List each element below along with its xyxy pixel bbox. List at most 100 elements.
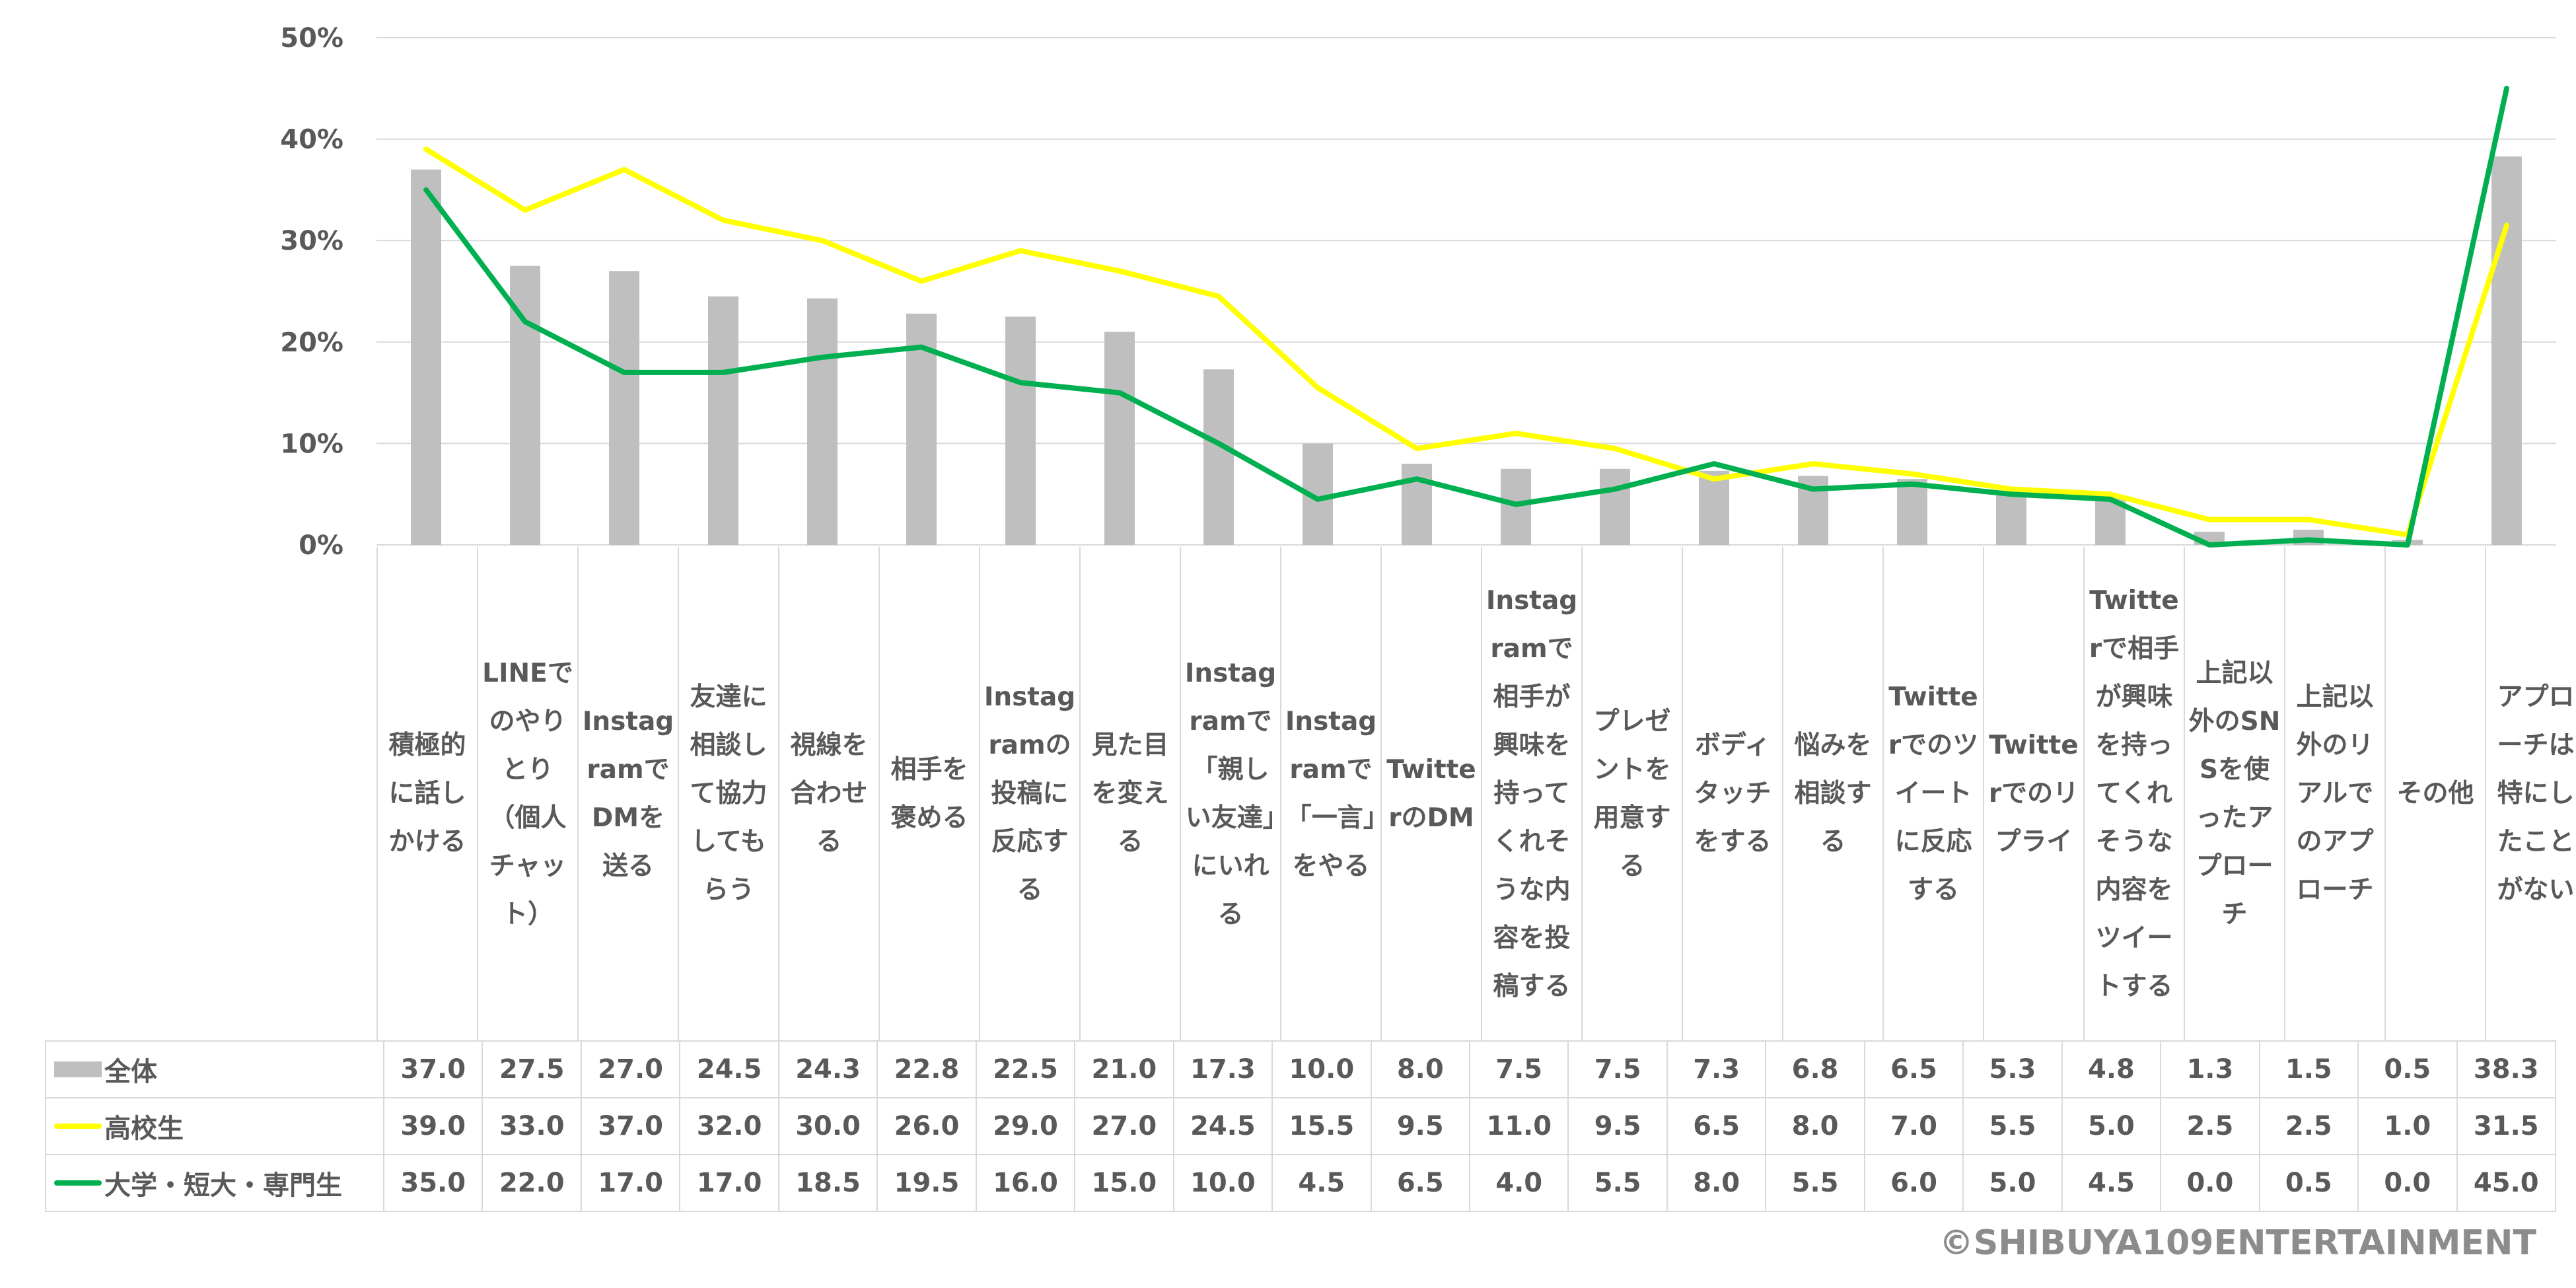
data-label: 5.5 xyxy=(1765,1154,1865,1212)
data-label: 0.0 xyxy=(2357,1154,2458,1212)
legend-label: 大学・短大・専門生 xyxy=(104,1170,342,1201)
bar-series-all xyxy=(411,156,2522,545)
category-label: Twitterでのツイートに反応する xyxy=(1888,682,1979,905)
data-label: 5.0 xyxy=(1962,1154,2063,1212)
category-label: Instagramで相手が興味を持ってくれそうな内容を投稿する xyxy=(1485,586,1578,1001)
data-label: 27.5 xyxy=(482,1040,582,1098)
category-label: プレゼントを用意する xyxy=(1593,706,1671,881)
legend-swatch xyxy=(54,1180,102,1186)
bar-all xyxy=(2491,156,2522,545)
category-cell: 見た目を変える xyxy=(1081,547,1181,1040)
y-axis: 0% 10% 20% 30% 40% 50% xyxy=(280,23,343,555)
bar-all xyxy=(807,298,838,545)
data-label: 15.0 xyxy=(1074,1154,1174,1212)
category-label: Instagramの投稿に反応する xyxy=(984,682,1076,905)
data-label: 4.5 xyxy=(2061,1154,2162,1212)
category-cell: 視線を合わせる xyxy=(779,547,880,1040)
data-label: 1.3 xyxy=(2160,1040,2260,1098)
bar-all xyxy=(1402,464,1432,545)
data-label: 33.0 xyxy=(482,1097,582,1155)
category-cell: 積極的に話しかける xyxy=(378,547,478,1040)
y-tick-label: 0% xyxy=(299,530,343,555)
data-label: 18.5 xyxy=(777,1154,878,1212)
data-label: 39.0 xyxy=(382,1097,483,1155)
legend-entry: 高校生 xyxy=(45,1097,384,1155)
category-label: 視線を合わせる xyxy=(790,731,868,857)
data-label: 5.0 xyxy=(2061,1097,2162,1155)
category-cell: 相手を褒める xyxy=(880,547,980,1040)
category-label: LINEでのやりとり（個人チャット） xyxy=(482,658,573,929)
data-label: 21.0 xyxy=(1074,1040,1174,1098)
data-label: 17.3 xyxy=(1172,1040,1273,1098)
category-cell: TwitterのDM xyxy=(1382,547,1482,1040)
line-high-school xyxy=(423,146,2509,538)
data-label: 35.0 xyxy=(382,1154,483,1212)
category-cell: Instagramで「親しい友達」にいれる xyxy=(1181,547,1281,1040)
data-label: 37.0 xyxy=(382,1040,483,1098)
category-cell: 悩みを相談する xyxy=(1783,547,1884,1040)
data-label: 7.5 xyxy=(1468,1040,1569,1098)
category-cell: プレゼントを用意する xyxy=(1583,547,1683,1040)
data-label: 37.0 xyxy=(580,1097,681,1155)
category-cell: 上記以外のSNSを使ったアプローチ xyxy=(2185,547,2285,1040)
data-label: 8.0 xyxy=(1765,1097,1865,1155)
data-label: 9.5 xyxy=(1567,1097,1668,1155)
data-label: 31.5 xyxy=(2456,1097,2557,1155)
category-label: 見た目を変える xyxy=(1091,731,1169,857)
data-label: 15.5 xyxy=(1271,1097,1372,1155)
data-label: 1.0 xyxy=(2357,1097,2458,1155)
legend-label: 全体 xyxy=(104,1057,157,1087)
data-label: 2.5 xyxy=(2258,1097,2359,1155)
data-label: 7.5 xyxy=(1567,1040,1668,1098)
bar-all xyxy=(1104,332,1135,545)
category-cell: その他 xyxy=(2386,547,2486,1040)
data-label: 26.0 xyxy=(877,1097,977,1155)
category-cell: アプローチは特にしたことがない xyxy=(2486,547,2576,1040)
data-label: 45.0 xyxy=(2456,1154,2557,1212)
category-cell: Instagramで「一言」をやる xyxy=(1281,547,1382,1040)
category-label: 悩みを相談する xyxy=(1794,731,1872,857)
category-label: Twitterで相手が興味を持ってくれそうな内容をツイートする xyxy=(2089,586,2180,1001)
y-tick-label: 30% xyxy=(280,226,343,256)
category-label: 相手を褒める xyxy=(890,754,968,833)
y-tick-label: 40% xyxy=(280,125,343,155)
data-label: 29.0 xyxy=(975,1097,1076,1155)
data-label: 6.5 xyxy=(1370,1154,1470,1212)
data-label: 27.0 xyxy=(1074,1097,1174,1155)
category-cell: ボディタッチをする xyxy=(1683,547,1783,1040)
data-label: 24.5 xyxy=(1172,1097,1273,1155)
legend-entry: 全体 xyxy=(45,1040,384,1098)
data-label: 22.0 xyxy=(482,1154,582,1212)
data-label: 0.0 xyxy=(2160,1154,2260,1212)
data-label: 27.0 xyxy=(580,1040,681,1098)
data-label: 6.0 xyxy=(1863,1154,1964,1212)
category-label: アプローチは特にしたことがない xyxy=(2497,682,2575,905)
bar-all xyxy=(1699,470,1729,545)
legend-swatch xyxy=(54,1124,102,1129)
category-cell: 友達に相談して協力してもらう xyxy=(679,547,779,1040)
data-label: 30.0 xyxy=(777,1097,878,1155)
data-label: 8.0 xyxy=(1370,1040,1470,1098)
category-label: 上記以外のSNSを使ったアプローチ xyxy=(2188,658,2281,929)
data-label: 24.3 xyxy=(777,1040,878,1098)
category-label: その他 xyxy=(2396,779,2474,808)
data-label: 10.0 xyxy=(1172,1154,1273,1212)
chart-plot: 0% 10% 20% 30% 40% 50% xyxy=(280,23,2556,555)
bar-all xyxy=(609,271,639,545)
data-label: 38.3 xyxy=(2456,1040,2557,1098)
y-tick-label: 10% xyxy=(280,429,343,459)
copyright-text: ©SHIBUYA109ENTERTAINMENT xyxy=(1939,1223,2536,1263)
legend-swatch xyxy=(54,1061,102,1077)
data-label: 17.0 xyxy=(679,1154,779,1212)
category-label: InstagramでDMを送る xyxy=(582,706,674,881)
data-label: 7.3 xyxy=(1666,1040,1767,1098)
data-label: 4.0 xyxy=(1468,1154,1569,1212)
legend-entry: 大学・短大・専門生 xyxy=(45,1154,384,1212)
data-label: 9.5 xyxy=(1370,1097,1470,1155)
data-label: 22.8 xyxy=(877,1040,977,1098)
data-label: 11.0 xyxy=(1468,1097,1569,1155)
data-label: 10.0 xyxy=(1271,1040,1372,1098)
category-label: 友達に相談して協力してもらう xyxy=(690,682,768,905)
category-cell: LINEでのやりとり（個人チャット） xyxy=(478,547,579,1040)
category-label: Instagramで「一言」をやる xyxy=(1285,706,1377,881)
